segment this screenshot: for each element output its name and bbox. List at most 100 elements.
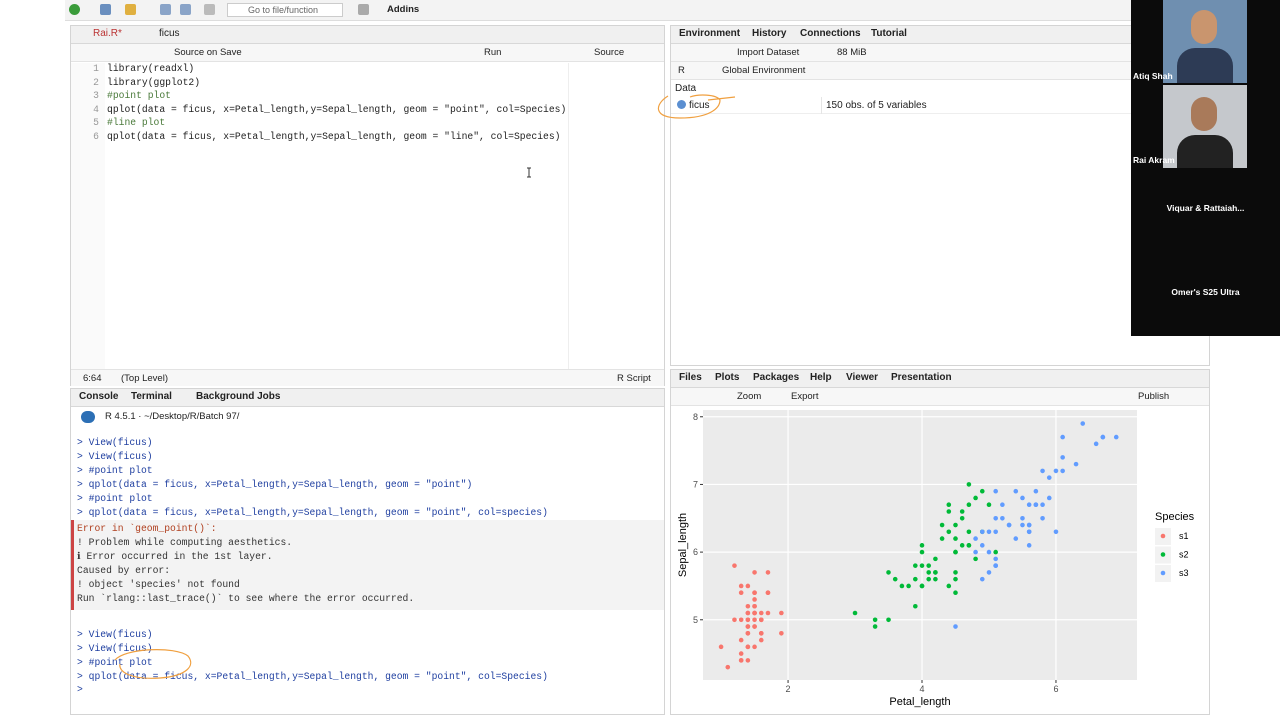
point <box>779 631 784 636</box>
point <box>738 637 744 643</box>
point <box>933 556 938 562</box>
point <box>738 651 744 656</box>
y-tick-label: 7 <box>693 479 698 489</box>
env-tabs: Environment History Connections Tutorial <box>671 26 1209 44</box>
x-tick-label: 2 <box>786 684 791 694</box>
source-button[interactable]: Source <box>594 47 625 58</box>
editor-toolbar: Source on Save Run Source <box>71 44 664 62</box>
object-name[interactable]: ficus <box>689 100 710 111</box>
editor-tabs: Rai.R* ficus <box>71 26 664 44</box>
scope-menu[interactable]: Global Environment <box>722 65 806 76</box>
point <box>1060 455 1065 460</box>
x-tick-label: 6 <box>1053 684 1058 694</box>
console-path[interactable]: R 4.5.1 · ~/Desktop/R/Batch 97/ <box>105 411 240 422</box>
language-menu[interactable]: R <box>678 65 685 76</box>
point <box>752 590 757 596</box>
source-on-save[interactable]: Source on Save <box>174 47 242 58</box>
viewer-tab[interactable]: Packages <box>753 372 800 383</box>
console-tab[interactable]: Console <box>79 391 119 402</box>
file-type[interactable]: R Script <box>617 373 651 384</box>
export-button[interactable]: Export <box>791 391 819 402</box>
code-line: library(readxl) <box>107 63 195 74</box>
editor-tab[interactable]: Rai.R* <box>93 28 122 39</box>
r-logo <box>81 411 95 423</box>
point <box>953 549 958 555</box>
y-tick-label: 6 <box>693 547 698 557</box>
plot-toolbar: Zoom Export Publish <box>671 388 1209 406</box>
line-number: 4 <box>93 103 99 115</box>
console-line: ! object 'species' not found <box>77 579 240 590</box>
env-tab[interactable]: Environment <box>679 28 741 39</box>
environment-pane: Environment History Connections Tutorial… <box>670 25 1210 366</box>
print-icon[interactable] <box>204 4 215 15</box>
run-button[interactable]: Run <box>484 47 502 58</box>
x-axis-label: Petal_length <box>889 696 950 708</box>
main-toolbar: Go to file/function Addins <box>65 0 1131 21</box>
console-tab[interactable]: Background Jobs <box>196 391 281 402</box>
expand-icon[interactable] <box>677 100 686 109</box>
point <box>906 583 911 589</box>
console-line: > #point plot <box>77 656 153 668</box>
line-number: 3 <box>93 90 99 102</box>
open-icon[interactable] <box>125 4 136 15</box>
point <box>973 549 978 555</box>
project-icon[interactable] <box>100 4 111 15</box>
memory-usage[interactable]: 88 MiB <box>837 47 867 58</box>
console-tab[interactable]: Terminal <box>131 391 172 402</box>
viewer-tab[interactable]: Plots <box>715 372 740 383</box>
scope-level[interactable]: (Top Level) <box>121 373 168 384</box>
point <box>1026 522 1032 528</box>
point <box>1026 529 1032 535</box>
viewer-tab[interactable]: Viewer <box>846 372 879 383</box>
grid-icon[interactable] <box>358 4 369 15</box>
error-block <box>71 520 664 610</box>
env-tab[interactable]: History <box>752 28 787 39</box>
line-number: 5 <box>93 117 99 129</box>
point <box>1000 515 1005 521</box>
point <box>973 556 978 562</box>
import-dataset[interactable]: Import Dataset <box>737 47 800 58</box>
point <box>986 549 992 555</box>
point <box>1013 488 1019 494</box>
point <box>979 488 985 494</box>
code-line: #line plot <box>107 117 166 129</box>
face <box>1191 97 1217 131</box>
console-line: > View(ficus) <box>77 437 153 448</box>
point <box>852 610 858 616</box>
console-pane: Console Terminal Background Jobs R 4.5.1… <box>70 388 665 715</box>
env-row[interactable]: ficus 150 obs. of 5 variables <box>671 97 1209 114</box>
point <box>745 610 751 616</box>
point <box>745 583 751 589</box>
save-icon[interactable] <box>160 4 171 15</box>
console-line: Caused by error: <box>77 565 171 577</box>
legend-marker <box>1160 552 1166 557</box>
viewer-tab[interactable]: Files <box>679 372 702 383</box>
body <box>1177 135 1233 168</box>
editor-tab[interactable]: ficus <box>159 28 180 39</box>
viewer-tab[interactable]: Help <box>810 372 832 383</box>
new-file-icon[interactable] <box>69 4 80 15</box>
y-tick-label: 5 <box>693 615 698 625</box>
goto-box[interactable]: Go to file/function <box>227 3 343 17</box>
env-tab[interactable]: Connections <box>800 28 861 39</box>
zoom-button[interactable]: Zoom <box>737 391 762 402</box>
addins-menu[interactable]: Addins <box>387 4 420 15</box>
viewer-tab[interactable]: Presentation <box>891 372 952 383</box>
point <box>745 631 751 636</box>
point <box>1080 421 1086 426</box>
point <box>886 570 891 575</box>
margin-line <box>568 63 569 369</box>
console-line: ℹ Error occurred in the 1st layer. <box>77 551 273 563</box>
console-line: > #point plot <box>77 492 153 504</box>
save-all-icon[interactable] <box>180 4 191 15</box>
point <box>765 610 771 616</box>
point <box>1006 522 1012 528</box>
point <box>892 576 898 582</box>
point <box>979 576 985 582</box>
point <box>993 529 998 535</box>
env-tab[interactable]: Tutorial <box>871 28 907 39</box>
publish-button[interactable]: Publish <box>1138 391 1170 402</box>
